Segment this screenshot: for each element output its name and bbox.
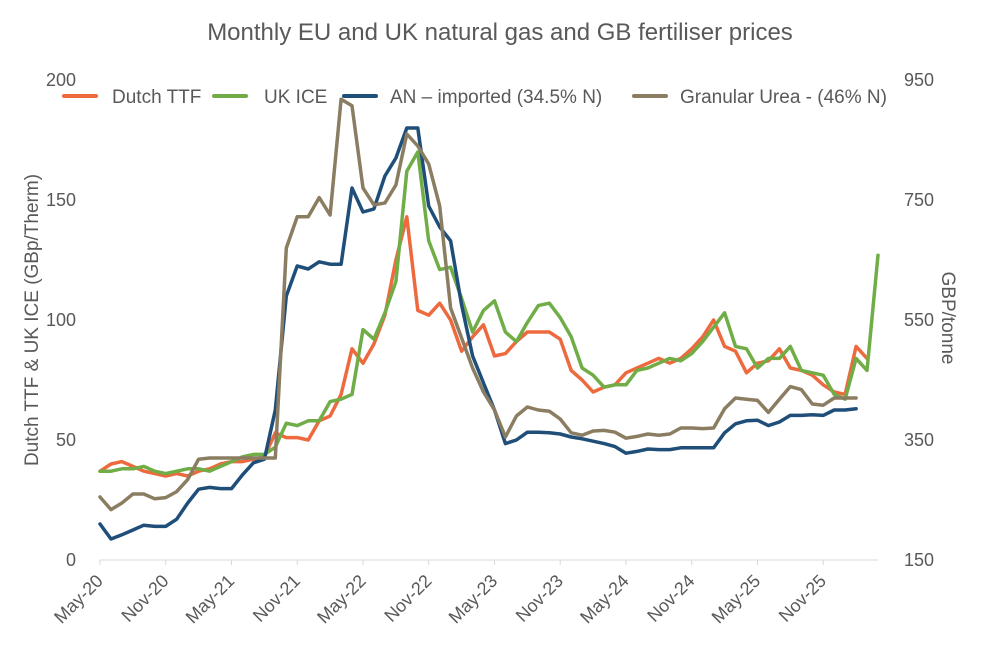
legend-label: AN – imported (34.5% N) [390, 87, 602, 108]
y-right-tick-label: 150 [904, 550, 934, 570]
y-right-tick-label: 550 [904, 310, 934, 330]
y-left-tick-label: 100 [46, 310, 76, 330]
plot-area [98, 97, 880, 541]
y-axis-left-label: Dutch TTF & UK ICE (GBp/Therm) [22, 174, 43, 466]
x-tick-label: May-21 [182, 571, 239, 628]
chart-title: Monthly EU and UK natural gas and GB fer… [207, 19, 793, 46]
legend-item: Granular Urea - (46% N) [632, 87, 887, 108]
legend-item: AN – imported (34.5% N) [342, 87, 602, 108]
y-right-tick-label: 350 [904, 430, 934, 450]
y-right-tick-label: 950 [904, 70, 934, 90]
legend-label: Dutch TTF [112, 87, 201, 108]
legend-item: UK ICE [212, 87, 327, 108]
legend-label: Granular Urea - (46% N) [680, 87, 887, 108]
x-tick-label: Nov-24 [643, 571, 698, 626]
series-line-4 [98, 97, 858, 512]
x-tick-label: Nov-22 [380, 571, 435, 626]
series-line-1 [98, 215, 869, 478]
x-tick-label: Nov-20 [117, 571, 172, 626]
y-left-tick-label: 50 [56, 430, 76, 450]
legend: Dutch TTF UK ICE AN – imported (34.5% N) Gr… [62, 87, 887, 108]
x-tick-label: May-25 [708, 571, 765, 628]
series-line-3 [98, 126, 858, 541]
x-tick-label: Nov-25 [775, 571, 830, 626]
x-tick-label: May-24 [576, 571, 633, 628]
y-left-tick-label: 150 [46, 190, 76, 210]
y-axis-right-label: GBP/tonne [937, 272, 958, 365]
x-tick-label: Nov-21 [249, 571, 304, 626]
x-tick-label: May-23 [445, 571, 502, 628]
x-tick-label: May-20 [50, 571, 107, 628]
y-left-tick-label: 0 [66, 550, 76, 570]
legend-label: UK ICE [264, 87, 327, 108]
y-left-tick-label: 200 [46, 70, 76, 90]
series-line-2 [98, 150, 880, 476]
legend-item: Dutch TTF [62, 87, 201, 108]
x-tick-label: Nov-23 [512, 571, 567, 626]
x-tick-label: May-22 [313, 571, 370, 628]
y-right-tick-label: 750 [904, 190, 934, 210]
